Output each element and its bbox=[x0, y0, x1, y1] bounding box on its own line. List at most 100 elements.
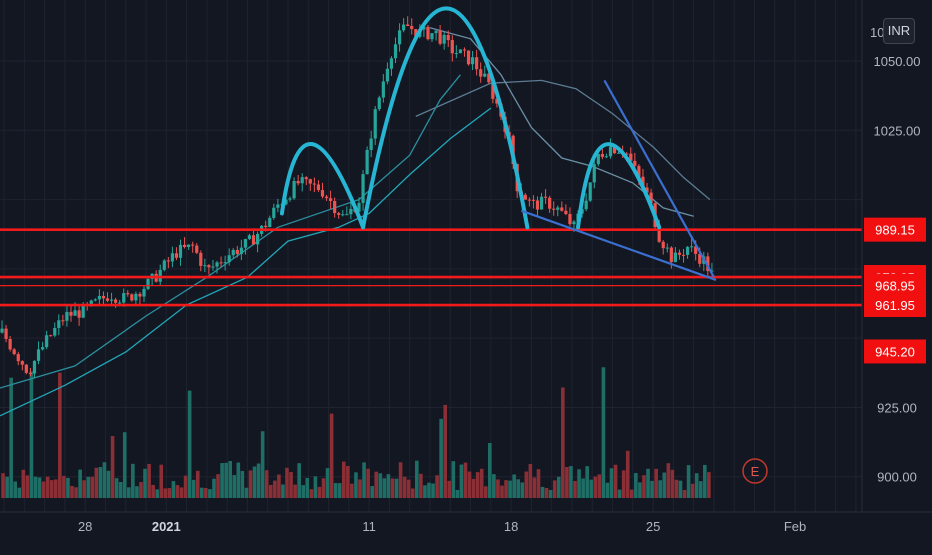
volume-bar bbox=[70, 485, 74, 498]
volume-bar bbox=[224, 462, 228, 498]
candle-body bbox=[101, 295, 106, 299]
candle-body bbox=[73, 310, 77, 316]
candle-body bbox=[138, 293, 142, 297]
volume-bar bbox=[90, 476, 95, 498]
volume-bar bbox=[260, 431, 265, 498]
volume-bar bbox=[650, 480, 654, 498]
price-level-tag bbox=[864, 339, 926, 364]
candle-body bbox=[430, 33, 434, 40]
candle-body bbox=[625, 153, 629, 155]
volume-bar bbox=[475, 472, 480, 498]
candle-body bbox=[479, 69, 483, 77]
volume-bar bbox=[240, 470, 245, 498]
candle-body bbox=[292, 180, 296, 199]
candle-body bbox=[393, 44, 398, 59]
volume-bar bbox=[556, 476, 561, 498]
volume-bar bbox=[528, 464, 533, 498]
volume-bar bbox=[451, 461, 456, 498]
candle-body bbox=[272, 207, 276, 218]
candle-body bbox=[146, 278, 150, 289]
candle-body bbox=[227, 255, 231, 263]
candle-body bbox=[556, 207, 560, 210]
volume-bar bbox=[394, 478, 399, 498]
volume-bar bbox=[78, 469, 82, 498]
candle-body bbox=[320, 190, 325, 197]
volume-bar bbox=[370, 486, 374, 498]
candle-body bbox=[414, 29, 418, 37]
candle-body bbox=[539, 196, 544, 210]
volume-bar bbox=[605, 482, 610, 498]
candle-body bbox=[649, 192, 653, 204]
candle-body bbox=[20, 361, 24, 365]
volume-bar bbox=[86, 476, 91, 498]
volume-bar bbox=[321, 478, 326, 498]
trend-line bbox=[520, 209, 717, 281]
volume-bar bbox=[524, 471, 529, 498]
volume-bar bbox=[508, 480, 512, 498]
volume-bar bbox=[171, 481, 176, 498]
volume-bar bbox=[139, 482, 143, 498]
volume-bar bbox=[410, 488, 415, 498]
volume-bar bbox=[159, 464, 164, 498]
price-level-tag bbox=[864, 217, 926, 242]
candle-body bbox=[300, 177, 304, 184]
volume-bar bbox=[423, 485, 427, 498]
candle-body bbox=[93, 299, 97, 301]
volume-bar bbox=[94, 467, 99, 498]
time-tick-label: 25 bbox=[646, 519, 660, 534]
volume-bar bbox=[244, 487, 249, 498]
candle-body bbox=[690, 246, 694, 248]
candle-body bbox=[182, 244, 187, 248]
candle-body bbox=[187, 244, 191, 248]
candle-body bbox=[109, 299, 114, 301]
volume-bar bbox=[289, 472, 293, 498]
volume-bar bbox=[122, 432, 127, 498]
moving-average-line bbox=[0, 107, 492, 417]
candle-body bbox=[458, 49, 463, 54]
volume-bar bbox=[98, 467, 103, 498]
volume-bar bbox=[443, 404, 447, 498]
volume-bar bbox=[309, 489, 314, 498]
candle-body bbox=[251, 235, 256, 245]
volume-bar bbox=[621, 470, 626, 498]
earnings-marker[interactable]: E bbox=[742, 458, 768, 484]
candle-body bbox=[341, 214, 345, 216]
candle-body bbox=[268, 217, 272, 228]
volume-bar bbox=[646, 468, 650, 498]
candle-body bbox=[333, 200, 337, 214]
candle-body bbox=[637, 165, 641, 177]
candle-body bbox=[276, 204, 280, 208]
candle-body bbox=[264, 225, 268, 228]
volume-bar bbox=[58, 372, 62, 498]
volume-bar bbox=[500, 485, 504, 498]
candle-body bbox=[215, 262, 219, 267]
candle-body bbox=[231, 249, 235, 256]
candle-body bbox=[349, 208, 353, 215]
volume-bar bbox=[333, 483, 338, 498]
volume-bar bbox=[540, 486, 545, 498]
candle-body bbox=[422, 26, 426, 30]
candle-body bbox=[178, 244, 183, 258]
candle-body bbox=[434, 30, 438, 34]
volume-bar bbox=[638, 482, 642, 498]
volume-bar bbox=[143, 468, 147, 498]
volume-bar bbox=[208, 489, 212, 498]
volume-bar bbox=[187, 390, 192, 498]
price-tick-label-partial: 10 bbox=[870, 25, 884, 40]
time-tick-label: 28 bbox=[78, 519, 92, 534]
candle-body bbox=[53, 327, 57, 336]
candle-body bbox=[126, 293, 130, 295]
candle-body bbox=[65, 311, 69, 321]
candle-body bbox=[446, 34, 450, 41]
volume-bar bbox=[45, 476, 50, 498]
candle-body bbox=[134, 293, 138, 301]
candle-body bbox=[369, 138, 373, 150]
candle-body bbox=[170, 253, 174, 262]
volume-bar bbox=[666, 463, 671, 498]
currency-badge[interactable]: INR bbox=[883, 18, 915, 44]
candle-body bbox=[89, 300, 93, 306]
volume-bar bbox=[565, 467, 569, 498]
